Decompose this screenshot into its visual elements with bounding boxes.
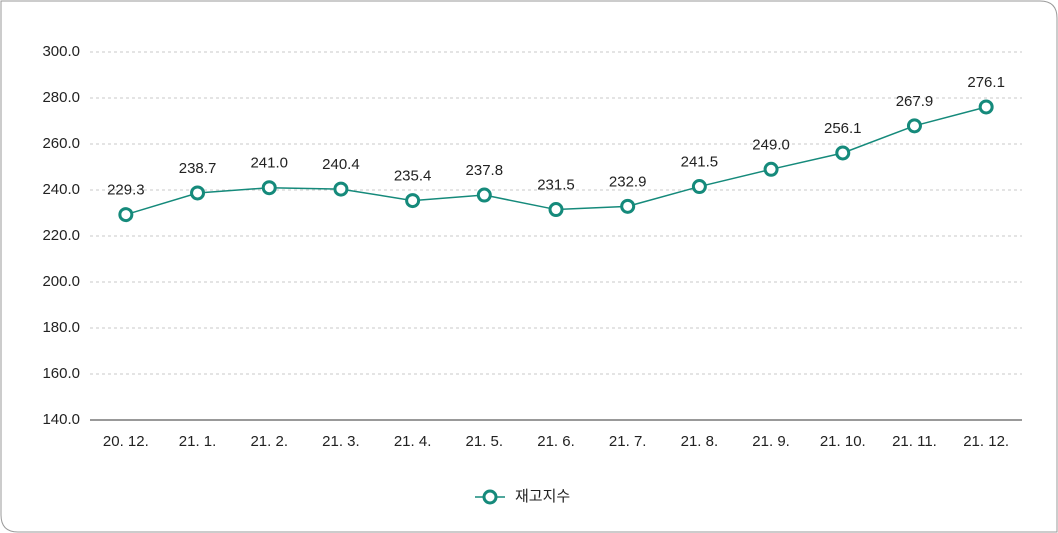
x-tick-label: 21. 8. <box>681 433 719 450</box>
data-label: 241.5 <box>681 154 719 171</box>
x-tick-label: 21. 2. <box>250 433 288 450</box>
x-tick-label: 21. 12. <box>963 433 1009 450</box>
data-label: 241.0 <box>250 155 288 172</box>
y-tick-label: 300.0 <box>42 43 80 60</box>
marker <box>476 187 492 203</box>
y-tick-label: 160.0 <box>42 365 80 382</box>
marker <box>548 202 564 218</box>
x-tick-label: 21. 11. <box>892 433 937 450</box>
y-tick-label: 240.0 <box>42 181 80 198</box>
data-label: 276.1 <box>967 74 1005 91</box>
marker <box>835 145 851 161</box>
y-tick-label: 260.0 <box>42 135 80 152</box>
x-tick-label: 21. 3. <box>322 433 360 450</box>
data-label: 231.5 <box>537 177 575 194</box>
marker <box>261 180 277 196</box>
x-tick-label: 21. 5. <box>466 433 504 450</box>
marker <box>405 193 421 209</box>
x-tick-label: 21. 10. <box>820 433 866 450</box>
marker <box>691 179 707 195</box>
marker <box>333 181 349 197</box>
x-tick-label: 21. 7. <box>609 433 647 450</box>
x-tick-label: 21. 9. <box>752 433 790 450</box>
marker <box>190 185 206 201</box>
y-tick-label: 280.0 <box>42 89 80 106</box>
data-label: 235.4 <box>394 168 432 185</box>
data-label: 240.4 <box>322 156 360 173</box>
data-label: 232.9 <box>609 173 647 190</box>
marker <box>906 118 922 134</box>
y-tick-label: 140.0 <box>42 411 80 428</box>
marker <box>763 161 779 177</box>
x-tick-label: 20. 12. <box>103 433 149 450</box>
marker <box>620 198 636 214</box>
data-label: 238.7 <box>179 160 217 177</box>
y-tick-label: 220.0 <box>42 227 80 244</box>
x-tick-label: 21. 1. <box>179 433 217 450</box>
y-tick-label: 180.0 <box>42 319 80 336</box>
legend-marker <box>482 489 498 505</box>
x-tick-label: 21. 4. <box>394 433 432 450</box>
y-tick-label: 200.0 <box>42 273 80 290</box>
data-label: 267.9 <box>896 93 934 110</box>
data-label: 229.3 <box>107 182 145 199</box>
data-label: 237.8 <box>466 162 504 179</box>
data-label: 249.0 <box>752 136 790 153</box>
marker <box>118 207 134 223</box>
marker <box>978 99 994 115</box>
data-label: 256.1 <box>824 120 862 137</box>
x-tick-label: 21. 6. <box>537 433 575 450</box>
legend-label: 재고지수 <box>515 488 570 505</box>
